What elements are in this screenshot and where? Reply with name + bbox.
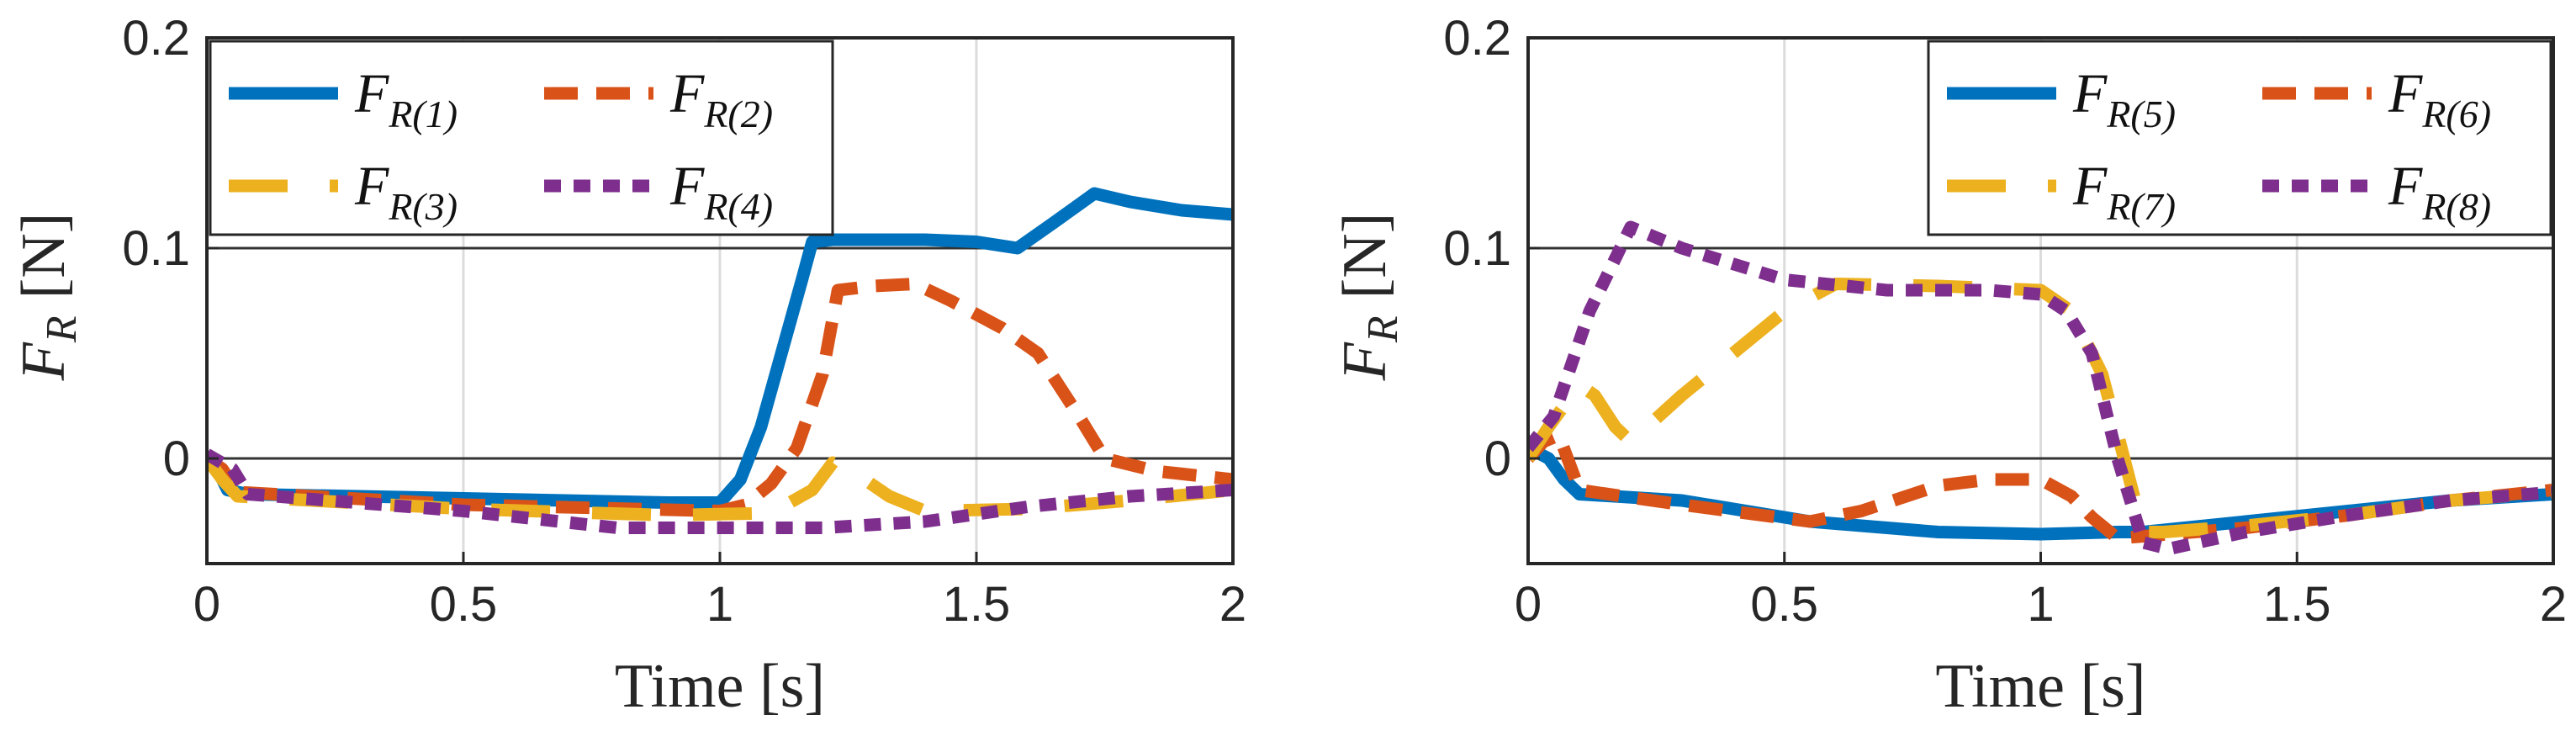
legend-box (209, 40, 834, 236)
y-tick-label: 0.1 (1443, 221, 1511, 276)
legend-label: FR(1) (354, 63, 458, 135)
x-tick-label: 1.5 (943, 577, 1011, 632)
legend-box (1927, 40, 2552, 236)
legend-label: FR(3) (354, 156, 458, 228)
legend-label: FR(2) (669, 63, 773, 135)
legend-label: FR(5) (2072, 63, 2176, 135)
x-axis-label: Time [s] (1935, 652, 2145, 721)
legend-label-main: F (2072, 156, 2108, 217)
series-line-r4 (207, 448, 1233, 534)
y-label-sub: R (38, 315, 86, 343)
legend: FR(5) FR(6)FR(7) FR(8) (1927, 40, 2552, 236)
y-label-sub: R (1359, 315, 1407, 343)
legend-label-main: F (669, 63, 705, 124)
y-label-symbol: F (9, 342, 78, 381)
x-tick-label: 0.5 (1750, 577, 1818, 632)
series-group (1528, 220, 2553, 555)
y-tick-label: 0.2 (1443, 11, 1511, 66)
y-axis-label: FR [N] (1330, 213, 1407, 382)
x-tick-label: 2 (2540, 577, 2567, 632)
legend-label-sub: R(3) (388, 185, 458, 228)
legend-label-sub: R(1) (388, 93, 458, 135)
x-tick-label: 1 (2027, 577, 2054, 632)
x-tick-label: 0 (193, 577, 220, 632)
legend: FR(1) FR(2)FR(3) FR(4) (209, 40, 834, 236)
legend-label-main: F (354, 63, 389, 124)
x-tick-label: 1 (706, 577, 733, 632)
y-label-unit: [N] (9, 213, 78, 299)
x-tick-label: 0.5 (430, 577, 498, 632)
legend-label-sub: R(7) (2106, 185, 2176, 228)
x-axis-label: Time [s] (615, 652, 825, 721)
legend-label-sub: R(4) (703, 185, 773, 228)
y-label-unit: [N] (1330, 213, 1399, 299)
legend-label: FR(4) (669, 156, 773, 228)
series-group (207, 187, 1233, 534)
legend-label: FR(7) (2072, 156, 2176, 228)
legend-label-main: F (2388, 63, 2423, 124)
legend-label: FR(8) (2388, 156, 2491, 228)
legend-label-sub: R(6) (2421, 93, 2491, 135)
legend-label-main: F (2072, 63, 2108, 124)
series-line-r8 (1528, 220, 2553, 555)
legend-label-main: F (354, 156, 389, 217)
y-tick-label: 0.1 (122, 221, 190, 276)
x-tick-label: 2 (1219, 577, 1246, 632)
legend-label-sub: R(8) (2421, 185, 2491, 228)
x-tick-label: 0 (1515, 577, 1542, 632)
x-tick-label: 1.5 (2263, 577, 2331, 632)
y-label-symbol: F (1330, 342, 1399, 381)
legend-label-main: F (2388, 156, 2423, 217)
series-line-r7 (1528, 278, 2553, 538)
legend-label-main: F (669, 156, 705, 217)
legend-label-sub: R(2) (703, 93, 773, 135)
y-tick-label: 0.2 (122, 11, 190, 66)
y-tick-label: 0 (163, 432, 190, 486)
y-axis-label: FR [N] (9, 213, 86, 382)
legend-label-sub: R(5) (2106, 93, 2176, 135)
legend-label: FR(6) (2388, 63, 2491, 135)
y-tick-label: 0 (1484, 432, 1511, 486)
